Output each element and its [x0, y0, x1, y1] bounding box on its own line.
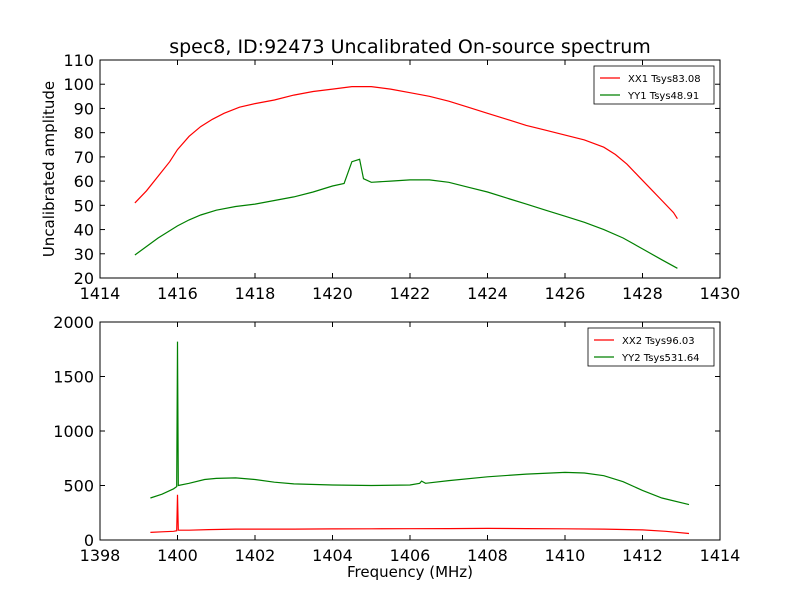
x-tick-label: 1398: [80, 546, 121, 565]
x-tick-label: 1400: [157, 546, 198, 565]
x-tick-label: 1422: [390, 284, 431, 303]
y-tick-label: 100: [63, 75, 94, 94]
y-tick-label: 70: [74, 148, 94, 167]
y-tick-label: 40: [74, 221, 94, 240]
bottom-panel: 1398 1400 1402 1404 1406 1408 1410 1412 1414 0 500…: [53, 313, 740, 565]
series-line-0-0: [134, 85, 678, 220]
legend-label: YY2 Tsys531.64: [621, 353, 700, 364]
x-tick-label: 1404: [312, 546, 353, 565]
legend-label: XX1 Tsys83.08: [628, 74, 701, 85]
top-panel: 1414 1416 1418 1420 1422 1424 1426 1428 1430 20 30…: [40, 51, 740, 303]
x-tick-label: 1424: [467, 284, 508, 303]
legend-label: XX2 Tsys96.03: [622, 336, 695, 347]
x-tick-label: 1408: [467, 546, 508, 565]
x-tick-label: 1420: [312, 284, 353, 303]
y-tick-label: 0: [84, 531, 94, 550]
y-tick-label: 80: [74, 124, 94, 143]
x-tick-label: 1406: [390, 546, 431, 565]
legend-box: [587, 327, 715, 367]
x-tick-label: 1410: [545, 546, 586, 565]
x-tick-label: 1430: [700, 284, 741, 303]
x-tick-label: 1402: [235, 546, 276, 565]
x-tick-label: 1426: [545, 284, 586, 303]
y-tick-label: 1000: [53, 422, 94, 441]
y-tick-label: 110: [63, 51, 94, 70]
series-line-1-0: [150, 494, 690, 535]
legend-label: YY1 Tsys48.91: [627, 91, 699, 102]
legend-box: [593, 65, 715, 105]
x-tick-label: 1414: [80, 284, 121, 303]
series-line-1-1: [150, 341, 690, 506]
y-tick-label: 20: [74, 269, 94, 288]
x-tick-label: 1418: [235, 284, 276, 303]
x-tick-label: 1428: [622, 284, 663, 303]
y-axis-title: Uncalibrated amplitude: [40, 81, 58, 257]
figure-title: spec8, ID:92473 Uncalibrated On-source s…: [169, 36, 651, 58]
y-tick-label: 60: [74, 172, 94, 191]
x-tick-label: 1414: [700, 546, 741, 565]
series-line-0-1: [134, 158, 678, 269]
y-tick-label: 500: [63, 477, 94, 496]
y-tick-label: 2000: [53, 313, 94, 332]
y-tick-label: 30: [74, 245, 94, 264]
x-tick-label: 1412: [622, 546, 663, 565]
y-tick-label: 1500: [53, 368, 94, 387]
y-tick-label: 50: [74, 196, 94, 215]
y-tick-label: 90: [74, 99, 94, 118]
x-axis-title: Frequency (MHz): [347, 563, 473, 581]
x-tick-label: 1416: [157, 284, 198, 303]
